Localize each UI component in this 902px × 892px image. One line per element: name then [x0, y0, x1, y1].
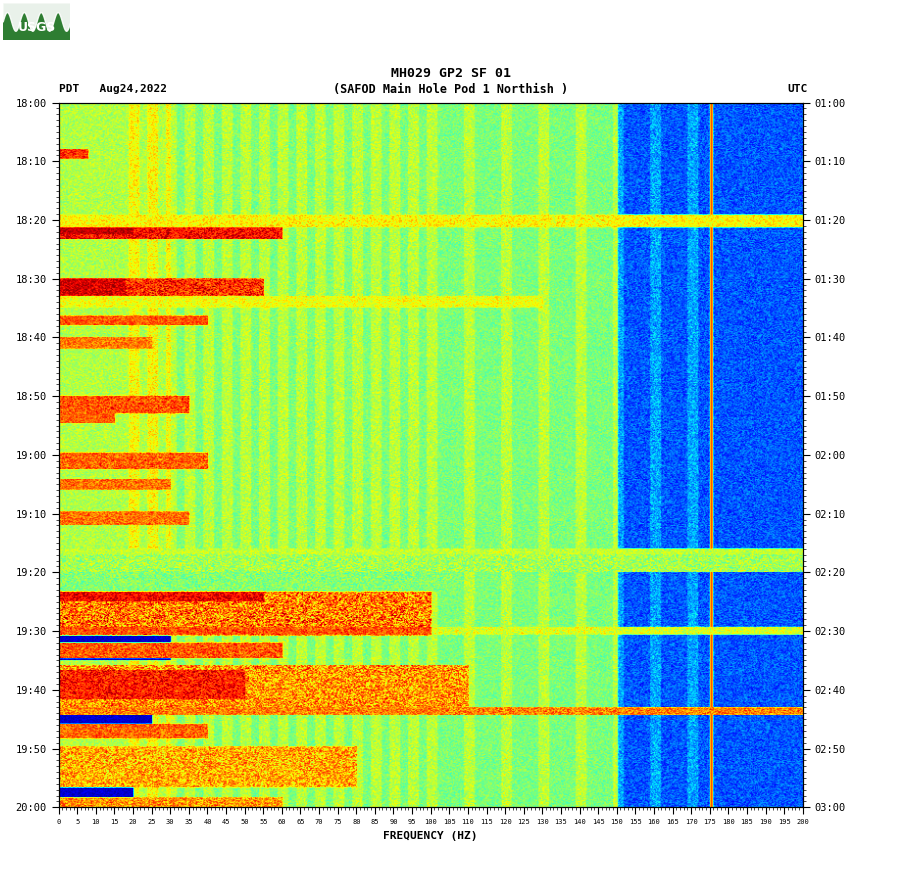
Text: USGS: USGS	[17, 21, 56, 34]
Text: PDT   Aug24,2022: PDT Aug24,2022	[59, 84, 167, 95]
X-axis label: FREQUENCY (HZ): FREQUENCY (HZ)	[383, 830, 478, 840]
Text: MH029 GP2 SF 01: MH029 GP2 SF 01	[391, 67, 511, 79]
Text: UTC: UTC	[787, 84, 807, 95]
Text: (SAFOD Main Hole Pod 1 Northish ): (SAFOD Main Hole Pod 1 Northish )	[334, 83, 568, 95]
